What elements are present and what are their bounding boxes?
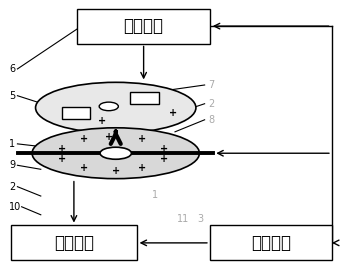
Text: 8: 8	[208, 115, 214, 125]
Bar	[130, 92, 159, 104]
Text: 1: 1	[9, 139, 15, 149]
Text: +: +	[58, 144, 66, 154]
Text: 控制模块: 控制模块	[251, 234, 291, 252]
Ellipse shape	[100, 147, 131, 159]
Text: 2: 2	[208, 99, 214, 109]
Text: 检测模块: 检测模块	[124, 17, 164, 35]
Text: 11: 11	[177, 214, 189, 224]
Text: 2: 2	[9, 182, 16, 192]
Text: +: +	[98, 116, 106, 126]
Text: +: +	[80, 134, 89, 144]
Text: 5: 5	[9, 91, 16, 101]
Text: +: +	[169, 108, 177, 118]
Text: +: +	[105, 132, 113, 142]
Text: +: +	[161, 154, 169, 164]
Ellipse shape	[32, 128, 200, 179]
Text: 7: 7	[208, 80, 214, 90]
Text: +: +	[80, 163, 89, 173]
Text: 10: 10	[9, 202, 22, 212]
Bar	[210, 225, 332, 260]
Text: 3: 3	[198, 214, 204, 224]
Ellipse shape	[99, 102, 118, 111]
Text: +: +	[58, 154, 66, 164]
Text: +: +	[138, 163, 146, 173]
Text: 1: 1	[152, 190, 159, 200]
Text: 转动装置: 转动装置	[54, 234, 94, 252]
Text: 9: 9	[9, 160, 15, 170]
Ellipse shape	[36, 82, 196, 133]
Bar	[62, 107, 90, 119]
Text: +: +	[161, 144, 169, 154]
Text: +: +	[138, 134, 146, 144]
Bar	[11, 225, 136, 260]
Bar	[77, 9, 210, 44]
Text: +: +	[112, 167, 120, 176]
Text: 6: 6	[9, 64, 15, 74]
